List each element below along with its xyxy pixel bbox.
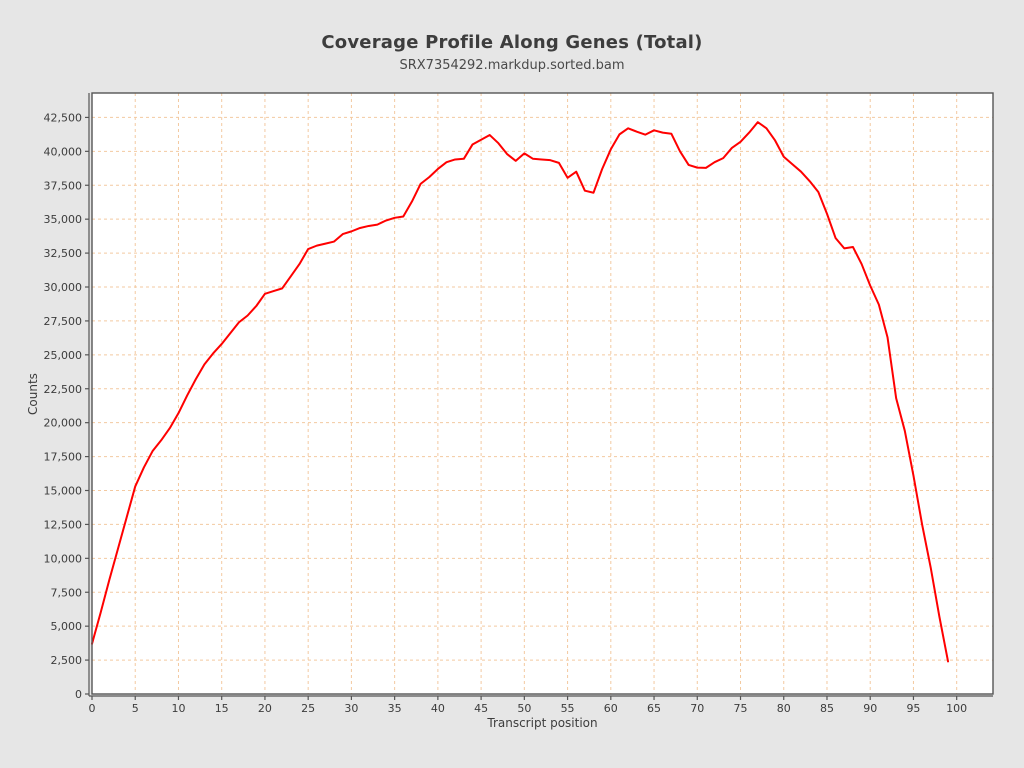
y-tick-label: 27,500 [44, 315, 83, 328]
x-tick-label: 0 [89, 702, 96, 715]
y-tick-label: 7,500 [51, 586, 83, 599]
x-tick-label: 85 [820, 702, 834, 715]
chart-title: Coverage Profile Along Genes (Total) [321, 32, 703, 53]
x-axis-label: Transcript position [487, 716, 598, 730]
y-tick-label: 30,000 [44, 281, 83, 294]
x-tick-label: 40 [431, 702, 445, 715]
y-tick-label: 37,500 [44, 179, 83, 192]
coverage-series-line [91, 121, 950, 663]
y-tick-label: 42,500 [44, 111, 83, 124]
y-axis-label: Counts [26, 373, 40, 415]
y-tick-label: 5,000 [51, 620, 83, 633]
x-tick-label: 5 [132, 702, 139, 715]
chart-subtitle: SRX7354292.markdup.sorted.bam [399, 58, 625, 73]
x-tick-label: 20 [258, 702, 272, 715]
x-tick-label: 10 [171, 702, 185, 715]
y-tick-label: 15,000 [44, 485, 83, 498]
y-tick-label: 12,500 [44, 518, 83, 531]
plot-border [91, 92, 994, 695]
y-tick-label: 32,500 [44, 247, 83, 260]
x-tick-label: 95 [906, 702, 920, 715]
x-tick-label: 60 [604, 702, 618, 715]
x-tick-label: 50 [517, 702, 531, 715]
x-tick-label: 90 [863, 702, 877, 715]
y-tick-label: 22,500 [44, 383, 83, 396]
x-tick-label: 65 [647, 702, 661, 715]
x-tick-label: 80 [777, 702, 791, 715]
x-tick-label: 45 [474, 702, 488, 715]
y-tick-label: 35,000 [44, 213, 83, 226]
x-tick-label: 100 [946, 702, 967, 715]
y-tick-label: 25,000 [44, 349, 83, 362]
x-tick-label: 75 [734, 702, 748, 715]
y-tick-label: 0 [75, 688, 82, 701]
y-tick-label: 20,000 [44, 417, 83, 430]
y-tick-label: 2,500 [51, 654, 83, 667]
x-tick-label: 35 [388, 702, 402, 715]
y-tick-label: 40,000 [44, 145, 83, 158]
x-tick-label: 70 [690, 702, 704, 715]
x-tick-label: 25 [301, 702, 315, 715]
y-tick-label: 10,000 [44, 552, 83, 565]
plot-area [92, 93, 993, 694]
x-tick-label: 15 [215, 702, 229, 715]
y-tick-label: 17,500 [44, 451, 83, 464]
x-tick-label: 30 [344, 702, 358, 715]
x-tick-label: 55 [561, 702, 575, 715]
